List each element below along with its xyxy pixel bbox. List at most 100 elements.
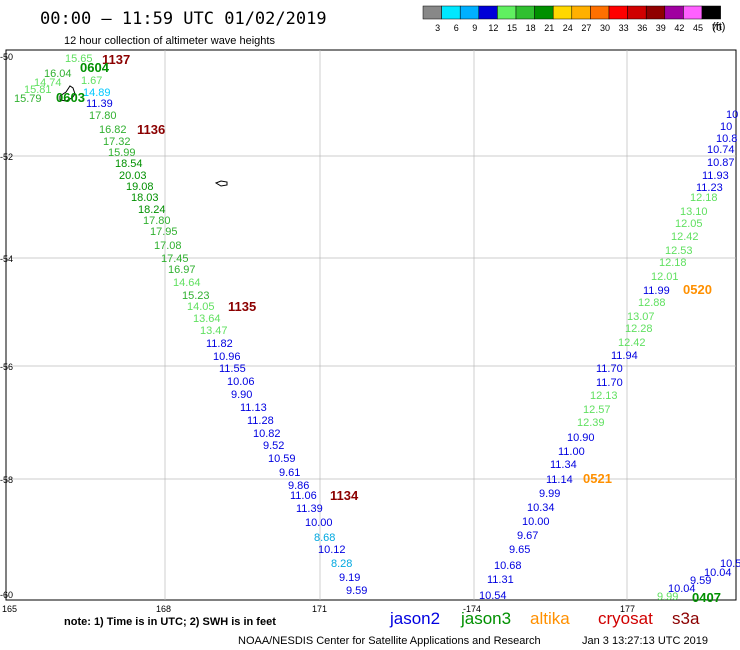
- pass-time-label: 0521: [583, 471, 612, 486]
- wave-height-value: 10.04: [668, 583, 696, 595]
- wave-height-value: 18.24: [138, 204, 166, 216]
- longitude-labels: 165 168 171 -174 177: [2, 604, 635, 614]
- wave-height-value: 15.99: [108, 147, 136, 159]
- legend-label: 33: [619, 23, 629, 33]
- wave-height-value: 11.39: [86, 98, 113, 110]
- wave-height-value: 10.00: [305, 517, 333, 529]
- wave-height-value: 11.55: [219, 363, 246, 375]
- wave-height-value: 9.99: [657, 591, 678, 603]
- wave-height-value: 10.00: [522, 516, 550, 528]
- wave-height-value: 17.45: [161, 253, 189, 265]
- legend-swatch: [683, 5, 703, 20]
- lat-label: -60: [0, 590, 13, 600]
- legend-swatch: [608, 5, 628, 20]
- wave-height-value: 11.82: [206, 338, 233, 350]
- wave-height-value: 12.39: [577, 417, 605, 429]
- legend-swatch: [497, 5, 517, 20]
- wave-height-value: 14.64: [173, 277, 201, 289]
- campbell-island: [214, 180, 228, 187]
- wave-height-value: 12.18: [690, 192, 718, 204]
- wave-height-value: 9.86: [288, 480, 309, 492]
- wave-height-readings: 15.6516.0414.7415.8115.791.6714.8911.391…: [14, 53, 740, 603]
- legend-swatch: [590, 5, 610, 20]
- wave-height-value: 11.00: [558, 446, 585, 458]
- wave-height-value: 11.13: [240, 402, 267, 414]
- pass-time-label: 1134: [330, 488, 359, 503]
- wave-height-value: 9.19: [339, 572, 360, 584]
- wave-height-value: 10.82: [253, 428, 281, 440]
- wave-height-value: 15.23: [182, 290, 210, 302]
- wave-height-value: 10: [720, 121, 732, 133]
- wave-height-value: 10.8: [716, 133, 737, 145]
- wave-height-value: 9.65: [509, 544, 530, 556]
- wave-height-value: 10.54: [479, 590, 507, 602]
- lat-label: -58: [0, 475, 13, 485]
- lat-label: -56: [0, 362, 13, 372]
- wave-height-value: 11.06: [290, 490, 317, 502]
- legend-label: 24: [563, 23, 573, 33]
- wave-height-value: 16.97: [168, 264, 196, 276]
- lon-label: 165: [2, 604, 17, 614]
- wave-height-value: 12.28: [625, 323, 653, 335]
- legend-label: 39: [656, 23, 666, 33]
- lon-label: 168: [156, 604, 171, 614]
- legend-swatch: [478, 5, 498, 20]
- legend-swatch: [515, 5, 535, 20]
- wave-height-value: 11.14: [546, 474, 573, 486]
- wave-height-value: 11.34: [550, 459, 577, 471]
- wave-height-value: 13.47: [200, 325, 228, 337]
- wave-height-value: 10.87: [707, 157, 735, 169]
- legend-label: 70: [712, 23, 722, 33]
- wave-height-value: 14.74: [34, 77, 62, 89]
- legend-label: 21: [544, 23, 554, 33]
- footer-timestamp: Jan 3 13:27:13 UTC 2019: [582, 635, 708, 647]
- wave-height-value: 15.81: [24, 84, 52, 96]
- wave-height-value: 10.74: [707, 144, 735, 156]
- lon-label: 171: [312, 604, 327, 614]
- wave-height-value: 9.90: [231, 389, 252, 401]
- wave-height-value: 13.07: [627, 311, 655, 323]
- legend-label: 30: [600, 23, 610, 33]
- wave-height-value: 10.90: [567, 432, 595, 444]
- pass-time-label: 1136: [137, 122, 165, 137]
- wave-height-value: 11.31: [487, 574, 514, 586]
- footer-credit: NOAA/NESDIS Center for Satellite Applica…: [238, 635, 541, 647]
- wave-height-value: 10.06: [227, 376, 255, 388]
- legend-swatch: [441, 5, 461, 20]
- wave-height-value: 12.57: [583, 404, 611, 416]
- sat-label-s3a: s3a: [672, 609, 700, 628]
- wave-height-value: 11.93: [702, 170, 729, 182]
- wave-height-value: 17.32: [103, 136, 131, 148]
- wave-height-value: 11.39: [296, 503, 323, 515]
- wave-height-value: 10.12: [318, 544, 346, 556]
- legend-label: 45: [693, 23, 703, 33]
- wave-height-value: 17.08: [154, 240, 182, 252]
- wave-height-value: 9.59: [690, 575, 711, 587]
- wave-height-value: 15.79: [14, 93, 42, 105]
- legend-swatch: [571, 5, 591, 20]
- wave-height-value: 11.23: [696, 182, 723, 194]
- wave-height-value: 11.70: [596, 377, 623, 389]
- wave-height-value: 17.80: [89, 110, 117, 122]
- legend-swatch: [627, 5, 647, 20]
- island-outlines: [59, 85, 228, 187]
- pass-time-label: 1137: [102, 52, 130, 67]
- sat-label-jason3: jason3: [460, 609, 511, 628]
- lat-label: -50: [0, 52, 13, 62]
- wave-height-value: 9.59: [346, 585, 367, 597]
- wave-height-value: 18.03: [131, 192, 159, 204]
- legend-label: 15: [507, 23, 517, 33]
- wave-height-value: 12.88: [638, 297, 666, 309]
- wave-height-value: 8.68: [314, 532, 335, 544]
- wave-height-value: 9.52: [263, 440, 284, 452]
- wave-height-value: 10.59: [268, 453, 296, 465]
- pass-time-label: 0520: [683, 282, 712, 297]
- wave-height-value: 11.94: [611, 350, 638, 362]
- map-frame: [5, 49, 737, 601]
- legend-swatch: [534, 5, 554, 20]
- wave-height-value: 12.42: [618, 337, 646, 349]
- wave-height-value: 11.28: [247, 415, 274, 427]
- wave-height-value: 1.67: [81, 75, 102, 87]
- wave-height-value: 17.80: [143, 215, 171, 227]
- pass-time-label: 0407: [692, 590, 721, 605]
